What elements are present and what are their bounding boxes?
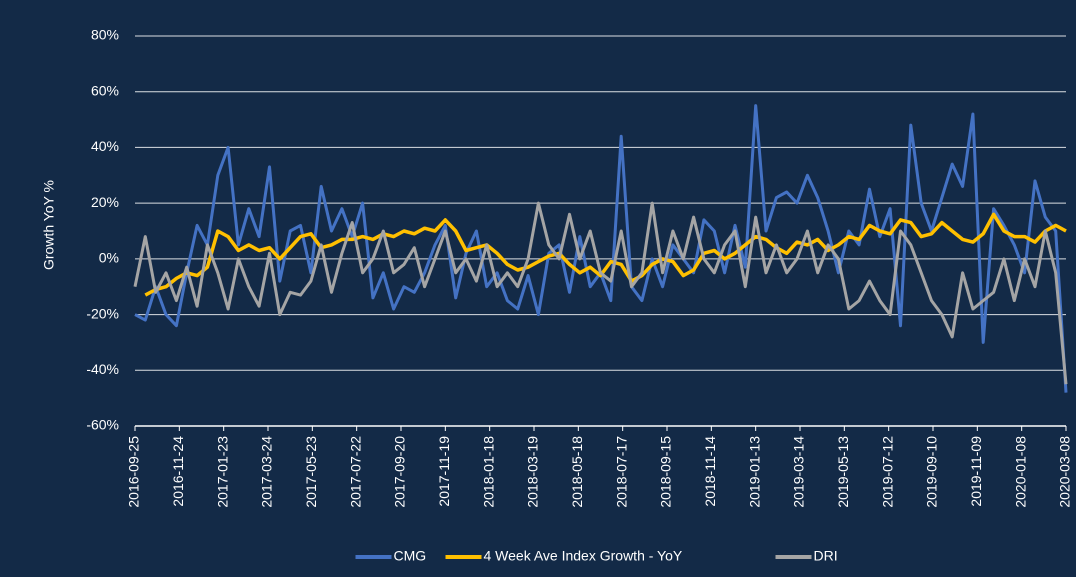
x-tick-label: 2017-01-23 [214, 436, 230, 508]
x-tick-label: 2017-11-19 [436, 436, 452, 507]
x-tick-label: 2019-09-10 [924, 436, 940, 508]
y-tick-label: 60% [91, 82, 119, 98]
x-tick-label: 2019-05-13 [835, 436, 851, 508]
x-tick-label: 2016-11-24 [170, 436, 186, 507]
y-tick-label: 0% [99, 250, 119, 266]
y-tick-label: -60% [86, 417, 119, 433]
y-tick-label: -20% [86, 305, 119, 321]
x-tick-label: 2018-11-14 [702, 436, 718, 507]
series-line [133, 201, 1068, 385]
x-tick-label: 2019-07-12 [879, 436, 895, 508]
x-tick-label: 2017-05-23 [303, 436, 319, 508]
x-tick-label: 2019-01-13 [746, 436, 762, 508]
y-tick-label: -40% [86, 361, 119, 377]
x-tick-label: 2017-09-20 [392, 436, 408, 508]
x-tick-label: 2018-09-15 [658, 436, 674, 508]
x-tick-label: 2017-03-24 [259, 436, 275, 508]
x-tick-label: 2020-03-08 [1057, 436, 1073, 508]
y-tick-label: 80% [91, 27, 119, 43]
x-tick-label: 2018-03-19 [525, 436, 541, 508]
x-tick-label: 2018-07-17 [613, 436, 629, 508]
x-tick-label: 2020-01-08 [1012, 436, 1028, 508]
x-tick-label: 2019-03-14 [791, 436, 807, 508]
legend-label: CMG [394, 548, 427, 564]
y-tick-label: 20% [91, 194, 119, 210]
legend-label: 4 Week Ave Index Growth - YoY [484, 548, 683, 564]
x-tick-label: 2017-07-22 [347, 436, 363, 508]
x-tick-label: 2016-09-25 [126, 436, 142, 508]
x-tick-label: 2019-11-09 [968, 436, 984, 507]
series-line [144, 212, 1067, 297]
x-tick-label: 2018-05-18 [569, 436, 585, 508]
y-axis-label: Growth YoY % [41, 180, 57, 270]
y-tick-label: 40% [91, 138, 119, 154]
legend-label: DRI [814, 548, 838, 564]
x-tick-label: 2018-01-18 [480, 436, 496, 508]
